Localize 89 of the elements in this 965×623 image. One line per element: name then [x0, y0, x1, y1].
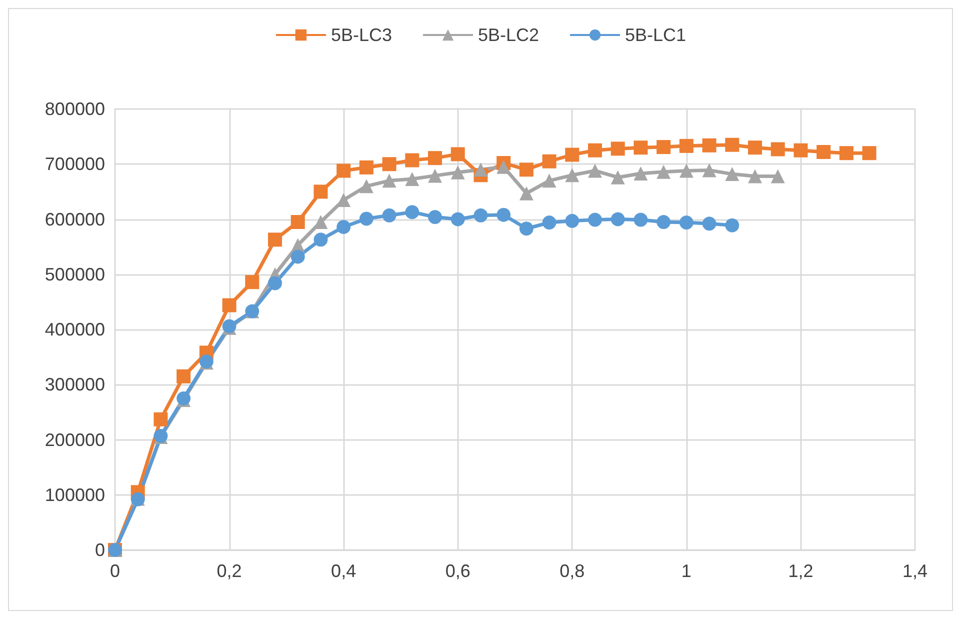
point	[382, 208, 396, 222]
point	[405, 172, 420, 186]
point	[428, 210, 442, 224]
point	[588, 143, 602, 158]
point	[634, 166, 648, 180]
x-tick-label: 1	[681, 561, 692, 581]
point	[542, 216, 556, 230]
point	[794, 143, 808, 158]
point	[725, 218, 740, 232]
point	[268, 232, 282, 247]
x-tick-label: 0,6	[445, 561, 470, 581]
point	[542, 174, 556, 188]
point	[634, 212, 648, 227]
point	[519, 222, 534, 236]
y-tick-label: 300000	[44, 374, 105, 395]
y-tick-label: 400000	[44, 320, 105, 340]
x-tick-label: 1,2	[788, 561, 814, 581]
point	[770, 142, 785, 156]
point	[588, 212, 602, 227]
point	[702, 138, 716, 152]
point	[222, 298, 236, 312]
y-tick-label: 600000	[44, 209, 105, 230]
y-tick-label: 700000	[44, 154, 105, 174]
x-tick-label: 0,4	[331, 561, 356, 581]
point	[474, 208, 488, 222]
y-tick-label: 100000	[44, 484, 105, 505]
point	[428, 168, 442, 183]
point	[702, 163, 716, 178]
point	[496, 208, 511, 222]
point	[450, 147, 465, 162]
point	[770, 169, 785, 184]
point	[702, 216, 716, 231]
point	[565, 214, 580, 228]
point	[542, 154, 556, 168]
point	[679, 216, 694, 230]
point	[748, 169, 762, 184]
point	[450, 212, 465, 226]
x-tick-label: 0,8	[560, 561, 585, 581]
point	[176, 369, 191, 384]
point	[154, 412, 168, 426]
point	[725, 167, 740, 182]
point	[428, 151, 442, 166]
point	[725, 138, 740, 152]
y-tick-label: 0	[94, 540, 105, 560]
point	[268, 276, 282, 290]
point	[656, 140, 671, 154]
y-tick-label: 200000	[44, 430, 105, 450]
point	[519, 186, 534, 200]
point	[496, 160, 511, 174]
point	[382, 157, 396, 172]
point	[314, 184, 328, 199]
point	[245, 275, 260, 290]
point	[610, 142, 625, 156]
x-tick-label: 0	[110, 561, 120, 581]
legend-label: 5B-LC2	[478, 25, 540, 45]
point	[336, 164, 351, 178]
point	[679, 164, 694, 178]
point	[610, 170, 625, 184]
y-tick-label: 500000	[44, 264, 105, 284]
point	[450, 165, 465, 180]
y-tick-label: 800000	[44, 99, 105, 119]
point	[679, 138, 694, 153]
point	[588, 164, 602, 178]
point	[816, 144, 831, 159]
point	[565, 148, 580, 162]
point	[359, 179, 374, 194]
legend-label: 5B-LC1	[625, 25, 686, 45]
point	[748, 140, 762, 155]
point	[519, 162, 534, 177]
point	[656, 164, 671, 179]
point	[290, 250, 305, 264]
point	[314, 232, 328, 247]
point	[656, 215, 671, 229]
point	[634, 140, 648, 155]
x-tick-label: 1,4	[902, 561, 928, 581]
point	[565, 168, 580, 182]
point	[610, 212, 625, 226]
point	[405, 205, 420, 220]
legend-label: 5B-LC3	[330, 25, 392, 45]
point	[290, 215, 305, 230]
point	[359, 212, 374, 226]
x-tick-label: 0,2	[216, 561, 242, 581]
point	[474, 162, 488, 177]
point	[862, 146, 876, 160]
point	[382, 174, 396, 188]
point	[359, 160, 374, 174]
point	[336, 220, 351, 234]
point	[839, 146, 854, 160]
point	[405, 153, 420, 168]
